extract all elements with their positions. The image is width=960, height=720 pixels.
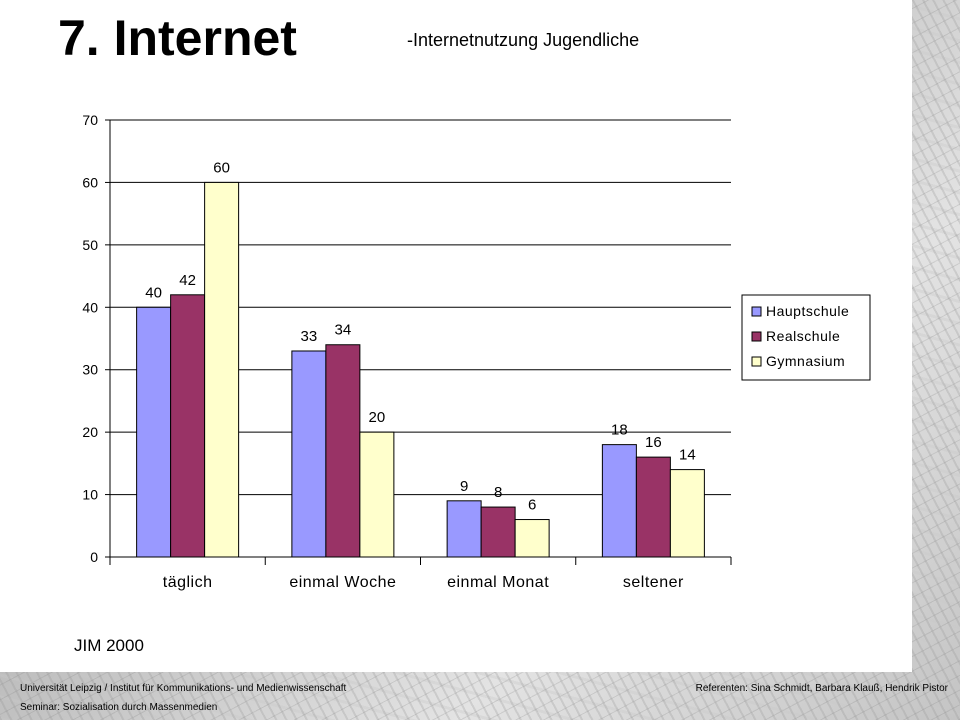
legend-label: Gymnasium — [766, 353, 845, 369]
slide-panel: 7. Internet -Internetnutzung Jugendliche… — [58, 10, 871, 655]
data-label: 20 — [369, 409, 386, 426]
data-label: 18 — [611, 422, 628, 439]
bar — [359, 431, 395, 558]
y-tick-label: 30 — [82, 362, 98, 378]
slide-subtitle: -Internetnutzung Jugendliche — [407, 30, 640, 50]
y-tick-label: 20 — [82, 424, 98, 440]
data-label: 34 — [335, 322, 352, 339]
bar-chart: 0 10 20 30 40 50 60 70 40 42 60 täglich 33 34 20 einmal… — [82, 112, 871, 591]
legend-swatch — [751, 331, 762, 342]
bar — [480, 506, 516, 558]
x-category-label: seltener — [623, 574, 684, 591]
footer-seminar: Seminar: Sozialisation durch Massenmedie… — [20, 702, 218, 713]
bar — [170, 294, 206, 558]
legend-label: Hauptschule — [766, 303, 849, 319]
y-tick-label: 50 — [82, 237, 98, 253]
y-tick-label: 0 — [90, 549, 98, 565]
bar — [325, 344, 361, 558]
data-label: 40 — [145, 284, 162, 301]
bar — [514, 519, 550, 558]
bar — [635, 456, 671, 558]
legend-box — [741, 294, 871, 381]
legend-swatch — [751, 356, 762, 367]
bar — [446, 500, 482, 558]
data-label: 14 — [679, 447, 696, 464]
bar — [204, 181, 240, 558]
data-label: 42 — [179, 272, 196, 289]
data-label: 9 — [460, 478, 468, 495]
x-category-label: einmal Woche — [289, 574, 396, 591]
legend-swatch — [751, 306, 762, 317]
bar — [669, 469, 705, 558]
y-tick-label: 10 — [82, 487, 98, 503]
data-label: 6 — [528, 497, 536, 514]
data-label: 8 — [494, 484, 502, 501]
y-tick-label: 70 — [82, 112, 98, 128]
x-category-label: täglich — [163, 574, 213, 591]
y-tick-label: 40 — [82, 299, 98, 315]
bar — [136, 306, 172, 558]
footer-presenters: Referenten: Sina Schmidt, Barbara Klauß,… — [695, 683, 948, 694]
bar — [601, 444, 637, 558]
bar — [291, 350, 327, 558]
source-label: JIM 2000 — [74, 636, 144, 655]
footer-institution: Universität Leipzig / Institut für Kommu… — [20, 683, 347, 694]
x-category-label: einmal Monat — [447, 574, 549, 591]
data-label: 16 — [645, 434, 662, 451]
slide-title: 7. Internet — [58, 10, 297, 66]
y-tick-label: 60 — [82, 174, 98, 190]
legend-label: Realschule — [766, 328, 840, 344]
data-label: 33 — [301, 328, 318, 345]
data-label: 60 — [213, 159, 230, 176]
